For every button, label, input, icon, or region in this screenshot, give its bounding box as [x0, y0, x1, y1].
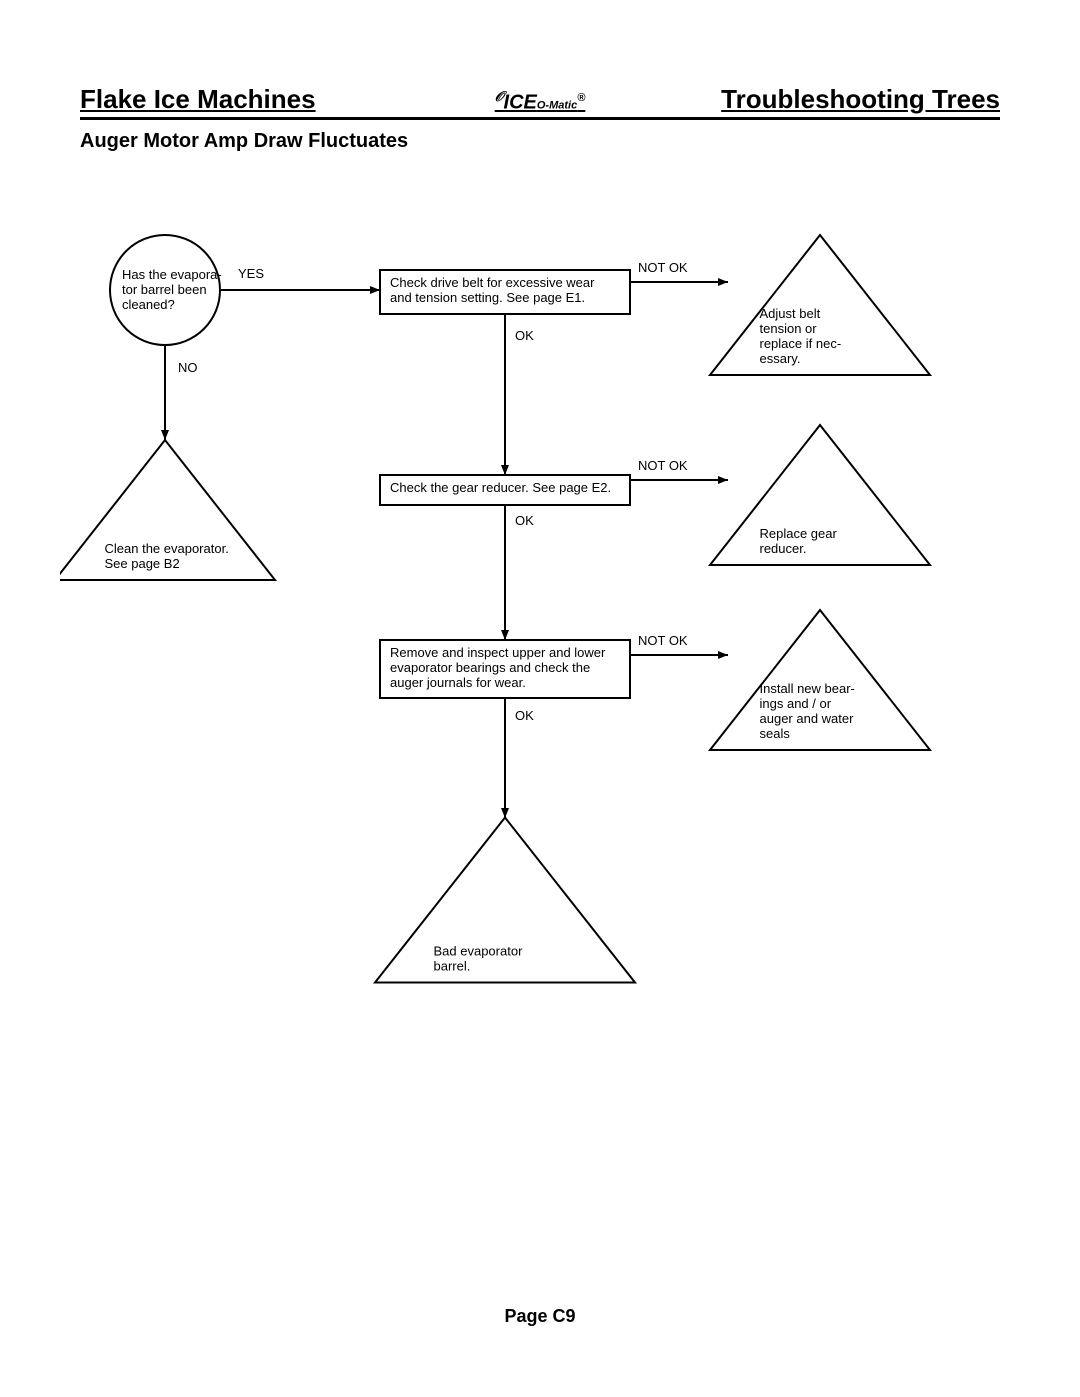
brand-sub: O-Matic [537, 100, 577, 112]
svg-text:Clean the evaporator.: Clean the evaporator. [105, 541, 229, 556]
svg-text:tension or: tension or [760, 321, 818, 336]
page-subtitle: Auger Motor Amp Draw Fluctuates [80, 130, 408, 153]
document-page: Flake Ice Machines 𝒪ICEO-Matic® Troubles… [0, 0, 1080, 1397]
svg-text:evaporator bearings and check: evaporator bearings and check the [390, 660, 590, 675]
svg-text:OK: OK [515, 328, 534, 343]
svg-text:auger journals for wear.: auger journals for wear. [390, 675, 526, 690]
page-footer: Page C9 [0, 1306, 1080, 1327]
svg-text:OK: OK [515, 708, 534, 723]
header-right-title: Troubleshooting Trees [721, 84, 1000, 115]
svg-text:Install new bear-: Install new bear- [760, 681, 855, 696]
svg-text:Check the gear reducer. See pa: Check the gear reducer. See page E2. [390, 480, 611, 495]
svg-text:NOT OK: NOT OK [638, 458, 688, 473]
svg-text:reducer.: reducer. [760, 541, 807, 556]
svg-text:seals: seals [760, 726, 791, 741]
svg-text:tor barrel been: tor barrel been [122, 282, 207, 297]
svg-text:YES: YES [238, 266, 264, 281]
svg-text:and tension setting. See page: and tension setting. See page E1. [390, 290, 585, 305]
header-brand: 𝒪ICEO-Matic® [495, 88, 586, 115]
svg-text:NOT OK: NOT OK [638, 260, 688, 275]
svg-text:NOT OK: NOT OK [638, 633, 688, 648]
svg-text:Check drive belt for excessive: Check drive belt for excessive wear [390, 275, 595, 290]
svg-text:cleaned?: cleaned? [122, 297, 175, 312]
brand-reg: ® [577, 92, 585, 104]
svg-text:ings and / or: ings and / or [760, 696, 832, 711]
svg-text:NO: NO [178, 360, 198, 375]
svg-text:replace if nec-: replace if nec- [760, 336, 842, 351]
svg-text:OK: OK [515, 513, 534, 528]
svg-text:auger and water: auger and water [760, 711, 855, 726]
svg-text:Remove and inspect upper and l: Remove and inspect upper and lower [390, 645, 606, 660]
header-left-title: Flake Ice Machines [80, 84, 316, 115]
svg-text:Replace gear: Replace gear [760, 526, 838, 541]
svg-text:barrel.: barrel. [434, 959, 471, 974]
svg-text:Adjust belt: Adjust belt [760, 306, 821, 321]
svg-text:Bad evaporator: Bad evaporator [434, 944, 524, 959]
flowchart-svg: YES NO NOT OK OK NOT OK OK NOT OK OK Has the ev… [60, 200, 1020, 1050]
page-header: Flake Ice Machines 𝒪ICEO-Matic® Troubles… [80, 84, 1000, 120]
svg-text:See page B2: See page B2 [105, 556, 180, 571]
brand-main: ICE [504, 92, 537, 114]
svg-text:Has the evapora-: Has the evapora- [122, 267, 222, 282]
svg-text:essary.: essary. [760, 351, 801, 366]
